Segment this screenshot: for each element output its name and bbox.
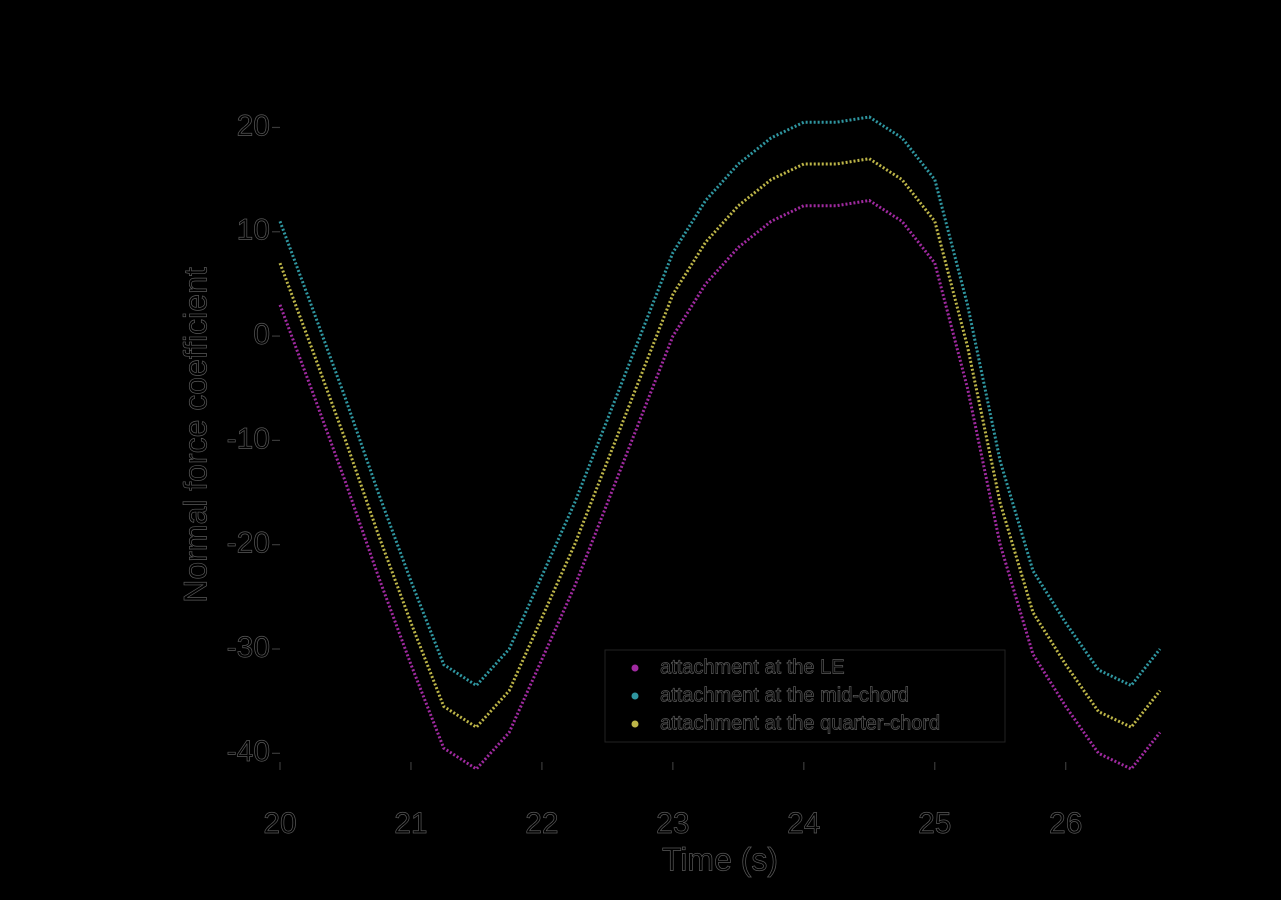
- y-tick-label: 20: [237, 109, 270, 142]
- y-tick-label: -40: [227, 735, 270, 768]
- series-line: [278, 157, 1162, 730]
- y-tick-label: -10: [227, 422, 270, 455]
- x-tick-label: 20: [263, 807, 296, 840]
- legend-marker: [631, 720, 639, 728]
- x-tick-label: 22: [525, 807, 558, 840]
- x-tick-label: 26: [1049, 807, 1082, 840]
- legend-box: [604, 649, 1006, 743]
- legend-marker: [631, 664, 639, 672]
- y-tick-label: -30: [227, 631, 270, 664]
- legend: attachment at the LE attachment at the mi…: [604, 649, 1006, 743]
- series-line: [278, 115, 1162, 688]
- x-axis-title: Time (s): [662, 841, 778, 877]
- y-tick-label: -20: [227, 527, 270, 560]
- y-tick-label: 0: [253, 318, 270, 351]
- x-tick-label: 23: [656, 807, 689, 840]
- x-tick-label: 25: [918, 807, 951, 840]
- y-tick-label: 10: [237, 214, 270, 247]
- y-axis-title: Normal force coefficient: [177, 267, 213, 603]
- x-tick-label: 24: [787, 807, 820, 840]
- legend-label: attachment at the quarter-chord: [660, 712, 940, 734]
- legend-marker: [631, 692, 639, 700]
- legend-label: attachment at the mid-chord: [660, 684, 909, 706]
- x-tick-label: 21: [394, 807, 427, 840]
- legend-label: attachment at the LE: [660, 656, 845, 678]
